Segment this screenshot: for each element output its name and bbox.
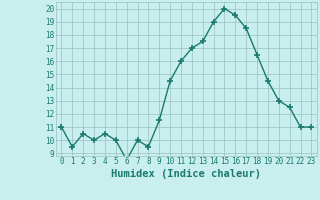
X-axis label: Humidex (Indice chaleur): Humidex (Indice chaleur) [111,169,261,179]
